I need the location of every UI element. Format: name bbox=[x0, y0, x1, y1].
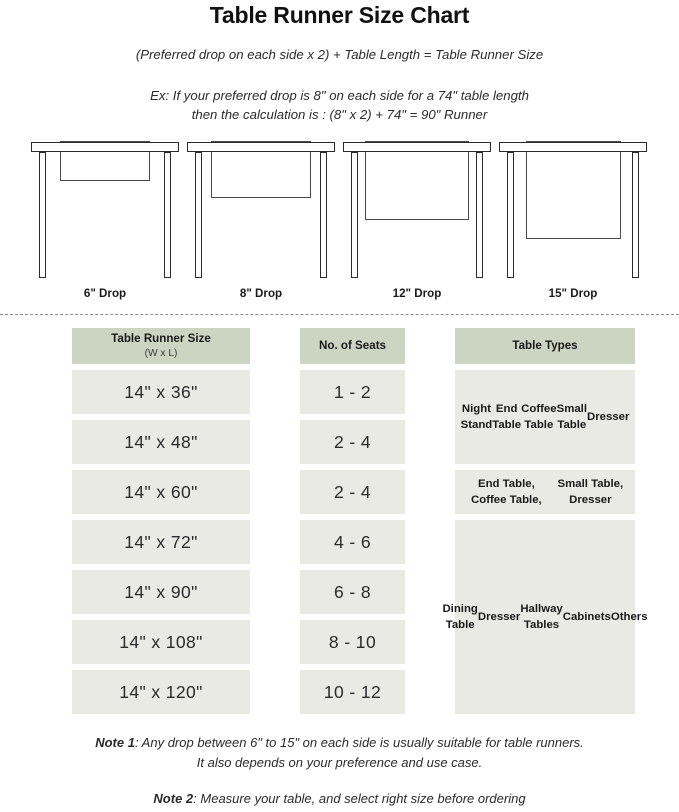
example-line-1: Ex: If your preferred drop is 8" on each… bbox=[150, 88, 529, 103]
runner-size-cell: 14" x 108" bbox=[72, 620, 250, 664]
column-table-types: Table Types Night Stand End Table Coffee T… bbox=[442, 328, 648, 714]
table-types-cell: Night Stand End Table Coffee Table Small Ta… bbox=[455, 370, 635, 464]
note-1: Note 1: Any drop between 6" to 15" on ea… bbox=[0, 733, 679, 773]
tabletop-shape bbox=[343, 142, 491, 152]
table-type-line: Others bbox=[610, 610, 648, 623]
column-runner-size: Table Runner Size (W x L) 14" x 36" 14" x… bbox=[72, 328, 250, 714]
table-type-line: Small Table, Dresser bbox=[557, 477, 624, 506]
table-types-cell-list: Night Stand End Table Coffee Table Small Ta… bbox=[442, 370, 648, 714]
header-seats: No. of Seats bbox=[300, 328, 405, 364]
table-leg-left bbox=[39, 152, 46, 278]
table-type-line: Hallway Tables bbox=[520, 602, 563, 631]
seats-cell: 6 - 8 bbox=[300, 570, 405, 614]
note-2-line-1: Note 2: Measure your table, and select r… bbox=[0, 789, 679, 809]
table-leg-right bbox=[320, 152, 327, 278]
seats-cell: 4 - 6 bbox=[300, 520, 405, 564]
header-seats-label: No. of Seats bbox=[319, 338, 386, 352]
section-divider bbox=[0, 314, 679, 315]
example-block: Ex: If your preferred drop is 8" on each… bbox=[0, 86, 679, 124]
header-table-types: Table Types bbox=[455, 328, 635, 364]
note-2: Note 2: Measure your table, and select r… bbox=[0, 789, 679, 809]
seats-cell: 2 - 4 bbox=[300, 420, 405, 464]
table-type-line: Night Stand bbox=[460, 402, 493, 431]
table-type-line: Dresser bbox=[586, 410, 630, 423]
seats-cell: 1 - 2 bbox=[300, 370, 405, 414]
table-type-line: Dining Table bbox=[442, 602, 478, 631]
drop-label-8in: 8" Drop bbox=[239, 287, 283, 300]
runner-shape-12in bbox=[365, 141, 469, 220]
tabletop-shape bbox=[499, 142, 647, 152]
table-types-cell: Dining Table Dresser Hallway Tables Cabinet… bbox=[442, 520, 648, 714]
table-type-line: End Table bbox=[492, 402, 522, 431]
table-type-line: Dresser bbox=[477, 610, 521, 623]
runner-shape-15in bbox=[526, 141, 621, 239]
runner-size-cell: 14" x 36" bbox=[72, 370, 250, 414]
drop-label-12in: 12" Drop bbox=[392, 287, 442, 300]
header-runner-size-sublabel: (W x L) bbox=[144, 347, 178, 359]
table-type-line: End Table, Coffee Table, bbox=[471, 477, 542, 506]
table-leg-left bbox=[351, 152, 358, 278]
column-seats: No. of Seats 1 - 2 2 - 4 2 - 4 4 - 6 6 - 8 8 … bbox=[300, 328, 405, 714]
page-title: Table Runner Size Chart bbox=[209, 2, 470, 28]
note-2-label: Note 2 bbox=[153, 791, 194, 806]
note-1-line-1: Note 1: Any drop between 6" to 15" on ea… bbox=[0, 733, 679, 753]
table-leg-right bbox=[632, 152, 639, 278]
table-type-line: Coffee Table bbox=[521, 402, 557, 431]
tabletop-shape bbox=[31, 142, 179, 152]
table-types-cell: End Table, Coffee Table, Small Table, Dre… bbox=[455, 470, 635, 514]
table-leg-right bbox=[476, 152, 483, 278]
seats-cell: 10 - 12 bbox=[300, 670, 405, 714]
drop-diagram-12in: 12" Drop bbox=[337, 135, 497, 310]
size-table: Table Runner Size (W x L) 14" x 36" 14" x… bbox=[0, 328, 679, 720]
seats-cell-list: 1 - 2 2 - 4 2 - 4 4 - 6 6 - 8 8 - 10 10 - 12 bbox=[300, 370, 405, 714]
note-1-line-2: It also depends on your preference and u… bbox=[196, 755, 483, 771]
runner-size-cell-list: 14" x 36" 14" x 48" 14" x 60" 14" x 72" 14" … bbox=[72, 370, 250, 714]
drop-diagram-8in: 8" Drop bbox=[181, 135, 341, 310]
header-runner-size: Table Runner Size (W x L) bbox=[72, 328, 250, 364]
runner-size-cell: 14" x 120" bbox=[72, 670, 250, 714]
runner-size-cell: 14" x 48" bbox=[72, 420, 250, 464]
note-2-text: : Measure your table, and select right s… bbox=[193, 791, 526, 806]
header-table-types-label: Table Types bbox=[512, 338, 578, 352]
header-runner-size-label: Table Runner Size bbox=[111, 332, 211, 346]
table-leg-left bbox=[195, 152, 202, 278]
runner-size-cell: 14" x 60" bbox=[72, 470, 250, 514]
table-leg-left bbox=[507, 152, 514, 278]
tabletop-shape bbox=[187, 142, 335, 152]
table-type-line: Cabinets bbox=[562, 610, 611, 623]
drop-diagram-15in: 15" Drop bbox=[493, 135, 653, 310]
seats-cell: 8 - 10 bbox=[300, 620, 405, 664]
formula-line: (Preferred drop on each side x 2) + Tabl… bbox=[135, 47, 544, 62]
drop-label-6in: 6" Drop bbox=[83, 287, 127, 300]
table-leg-right bbox=[164, 152, 171, 278]
example-line-2: then the calculation is : (8" x 2) + 74"… bbox=[191, 107, 488, 123]
note-1-text: : Any drop between 6" to 15" on each sid… bbox=[134, 735, 584, 750]
runner-size-cell: 14" x 90" bbox=[72, 570, 250, 614]
table-type-line: Small Table bbox=[556, 402, 587, 431]
drop-diagram-strip: 6" Drop 8" Drop 12" Drop 15" Drop bbox=[0, 135, 679, 310]
drop-diagram-6in: 6" Drop bbox=[25, 135, 185, 310]
seats-cell: 2 - 4 bbox=[300, 470, 405, 514]
drop-label-15in: 15" Drop bbox=[548, 287, 598, 300]
note-1-label: Note 1 bbox=[95, 735, 135, 750]
runner-size-cell: 14" x 72" bbox=[72, 520, 250, 564]
